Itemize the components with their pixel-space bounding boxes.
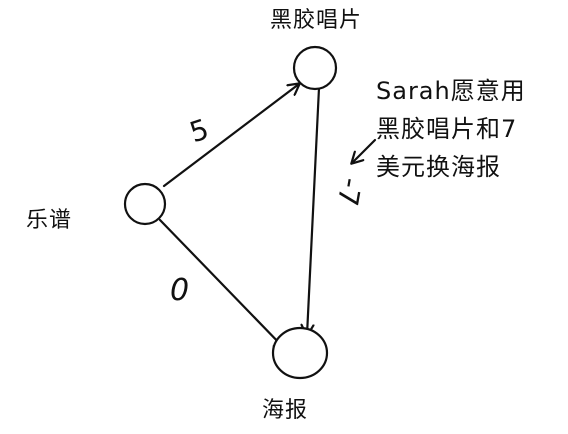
edge-weight-left-to-bottom: 0 bbox=[170, 273, 189, 308]
node-label-left: 乐谱 bbox=[26, 208, 73, 233]
trade-note-line-2: 黑胶唱片和7 bbox=[376, 115, 518, 143]
edge-left-to-bottom bbox=[158, 218, 285, 349]
node-bottom-circle bbox=[271, 326, 329, 380]
trade-note-line-1: Sarah愿意用 bbox=[376, 77, 526, 105]
note-pointer-arrow bbox=[352, 138, 377, 163]
edge-weight-top-to-bottom: -7 bbox=[331, 175, 368, 208]
node-label-bottom: 海报 bbox=[262, 398, 309, 423]
edge-left-to-top bbox=[162, 84, 299, 188]
edge-top-to-bottom bbox=[307, 86, 321, 335]
trade-note-line-3: 美元换海报 bbox=[376, 153, 501, 181]
edge-weight-left-to-top: 5 bbox=[186, 112, 213, 149]
node-left-circle bbox=[123, 182, 167, 226]
node-label-top: 黑胶唱片 bbox=[270, 8, 363, 33]
node-top-circle bbox=[292, 45, 338, 91]
trade-note: Sarah愿意用 黑胶唱片和7 美元换海报 bbox=[376, 72, 526, 186]
